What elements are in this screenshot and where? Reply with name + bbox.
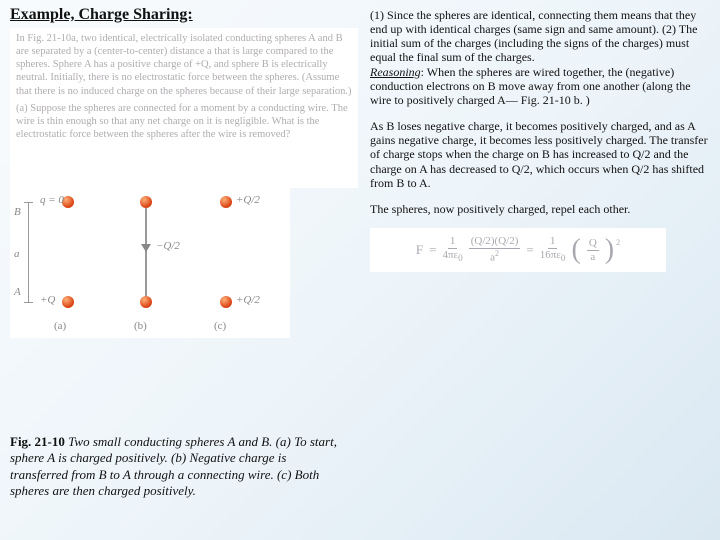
frac-1-over-16pie: 1 16πε0	[540, 236, 566, 263]
frac-num-1b: 1	[548, 236, 558, 249]
problem-part-a: (a) Suppose the spheres are connected fo…	[16, 102, 352, 141]
axis-a	[28, 202, 29, 302]
fig-sub-a: (a)	[54, 320, 66, 332]
fourpie-text: 4πε	[442, 249, 458, 261]
formula-F: F	[416, 242, 423, 258]
frac-num-Q: Q	[587, 238, 599, 251]
eps-sub-0b: 0	[561, 254, 566, 264]
sixteenpie-text: 16πε	[540, 249, 561, 261]
paren-exp-2: 2	[616, 238, 620, 247]
tick-bot-a	[24, 302, 33, 303]
fig-label-plusQ2-bot: +Q/2	[236, 294, 260, 306]
fig-label-a-dist: a	[14, 248, 20, 260]
fig-sub-b: (b)	[134, 320, 147, 332]
problem-intro: In Fig. 21-10a, two identical, electrica…	[16, 32, 352, 98]
fig-sub-c: (c)	[214, 320, 226, 332]
fig-label-A: A	[14, 286, 21, 298]
formula-eq1: =	[429, 242, 436, 258]
fig-label-B: B	[14, 206, 21, 218]
a-sq-exp: 2	[495, 249, 499, 258]
reasoning-label: Reasoning	[370, 65, 421, 79]
explanation-p2: As B loses negative charge, it becomes p…	[370, 119, 710, 190]
arrow-down-icon	[141, 244, 151, 252]
frac-num-q2q2: (Q/2)(Q/2)	[469, 236, 521, 249]
paren-right: )	[605, 240, 614, 260]
fig-label-plusQ2-top: +Q/2	[236, 194, 260, 206]
frac-1-over-4pie: 1 4πε0	[442, 236, 462, 263]
formula-box: F = 1 4πε0 (Q/2)(Q/2) a2 = 1 16πε0 ( Q a…	[370, 228, 666, 272]
frac-den-a: a	[590, 251, 595, 263]
fig-label-plusQ: +Q	[40, 294, 55, 306]
frac-den-16pie: 16πε0	[540, 249, 566, 263]
wire-b	[145, 208, 147, 296]
fig-label-minusQ2: −Q/2	[156, 240, 180, 252]
formula-eq2: =	[526, 242, 533, 258]
sphere-a-b	[140, 296, 152, 308]
frac-Q-over-a: Q a	[587, 238, 599, 263]
figure-caption: Fig. 21-10 Two small conducting spheres …	[10, 434, 340, 499]
sphere-a-a	[62, 296, 74, 308]
frac-den-4pie: 4πε0	[442, 249, 462, 263]
paren-left: (	[572, 240, 581, 260]
eps-sub-0a: 0	[458, 254, 463, 264]
explanation-p1a: (1) Since the spheres are identical, con…	[370, 8, 697, 64]
figure-21-10: q = 0 B a A +Q (a) −Q/2 (b) +Q/2 +Q/2 (c…	[10, 188, 290, 338]
explanation-p3: The spheres, now positively charged, rep…	[370, 202, 710, 216]
fig-label-q0: q = 0	[40, 194, 64, 206]
coulomb-formula: F = 1 4πε0 (Q/2)(Q/2) a2 = 1 16πε0 ( Q a…	[416, 236, 620, 264]
frac-den-a2: a2	[490, 249, 499, 264]
explanation-p1: (1) Since the spheres are identical, con…	[370, 8, 710, 107]
sphere-b-b	[140, 196, 152, 208]
frac-num-1: 1	[448, 236, 458, 249]
section-title: Example, Charge Sharing:	[10, 6, 360, 24]
sphere-b-c	[220, 196, 232, 208]
caption-label: Fig. 21-10	[10, 434, 65, 449]
problem-statement: In Fig. 21-10a, two identical, electrica…	[10, 28, 358, 188]
sphere-a-c	[220, 296, 232, 308]
tick-top-a	[24, 202, 33, 203]
frac-q2q2-a2: (Q/2)(Q/2) a2	[469, 236, 521, 264]
